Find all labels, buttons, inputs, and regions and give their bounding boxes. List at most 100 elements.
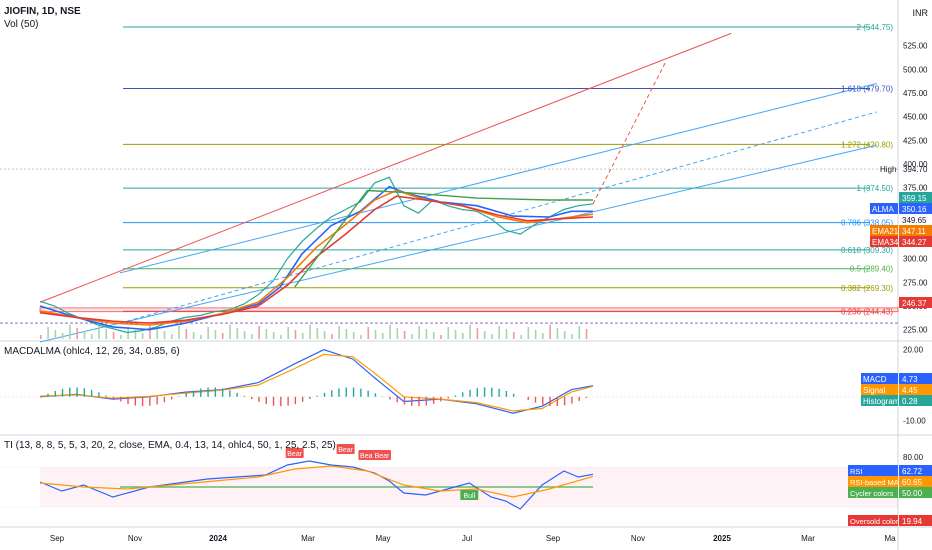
macd-value-box xyxy=(899,373,932,384)
support-band xyxy=(39,307,899,313)
series-line-close xyxy=(39,176,594,334)
rsi-value: 62.72 xyxy=(902,467,923,476)
histogram-bar xyxy=(447,396,449,399)
volume-bar xyxy=(214,330,217,339)
price-label-box xyxy=(899,214,932,225)
price-tick: 525.00 xyxy=(903,42,928,51)
volume-bar xyxy=(316,328,319,339)
projection-line xyxy=(592,61,667,205)
histogram-bar xyxy=(127,396,129,404)
volume-bar xyxy=(54,330,57,339)
volume-bar xyxy=(520,335,522,339)
histogram-bar xyxy=(440,396,442,402)
fib-level-label: 0.618 (309.30) xyxy=(841,246,893,255)
macd-line xyxy=(39,349,594,414)
histogram-bar xyxy=(192,390,195,397)
volume-bar xyxy=(585,329,588,339)
currency-label[interactable]: INR xyxy=(912,8,929,18)
volume-bar xyxy=(323,331,326,339)
signal-tag-text: Bear xyxy=(360,453,375,460)
histogram-bar xyxy=(185,393,187,397)
macd-title[interactable]: MACDALMA (ohlc4, 12, 26, 34, 0.85, 6) xyxy=(4,346,180,357)
time-tick: Mar xyxy=(301,534,315,543)
price-tick: 475.00 xyxy=(903,89,928,98)
histogram-bar xyxy=(83,388,86,397)
volume-bar xyxy=(243,331,246,339)
signal-tag xyxy=(285,448,304,458)
histogram-bar xyxy=(47,393,49,397)
volume-bar xyxy=(301,333,304,339)
price-label-tag xyxy=(870,236,898,247)
high-value: 394.70 xyxy=(903,165,928,174)
time-tick: 2025 xyxy=(713,534,731,543)
volume-bar xyxy=(76,328,78,339)
ti-title[interactable]: TI (13, 8, 8, 5, 5, 3, 20, 2, close, EMA… xyxy=(4,440,336,451)
rsi-label-name: Oversold color xyxy=(850,517,899,526)
volume-bar xyxy=(112,332,115,339)
histogram-bar xyxy=(316,395,318,397)
histogram-bar xyxy=(323,392,326,397)
rsi-label-name: RSI xyxy=(850,467,863,476)
histogram-bar xyxy=(512,393,515,397)
volume-bar xyxy=(469,325,471,339)
volume-bar xyxy=(251,334,253,339)
signal-tag-text: Bear xyxy=(287,451,302,458)
rsi-value: 60.65 xyxy=(902,478,923,487)
histogram-bar xyxy=(141,396,144,407)
price-tick: 375.00 xyxy=(903,184,928,193)
price-label-name: EMA34 xyxy=(872,238,899,247)
histogram-bar xyxy=(556,396,559,407)
histogram-bar xyxy=(243,395,246,397)
signal-tag-text: Bear xyxy=(375,453,390,460)
price-tick: 275.00 xyxy=(903,278,928,287)
rsi-label-tag xyxy=(848,487,898,498)
histogram-bar xyxy=(112,396,115,399)
volume-bar xyxy=(105,329,108,339)
volume-bar xyxy=(309,325,311,339)
volume-bar xyxy=(272,332,275,339)
volume-bar xyxy=(527,327,530,339)
histogram-bar xyxy=(258,396,260,402)
histogram-bar xyxy=(229,390,231,397)
macd-tick: -10.00 xyxy=(903,416,926,425)
fib-level-label: 1.272 (420.80) xyxy=(841,140,893,149)
histogram-bar xyxy=(287,396,289,406)
time-tick: Mar xyxy=(801,534,815,543)
histogram-bar xyxy=(105,395,107,397)
price-tick: 300.00 xyxy=(903,255,928,264)
volume-bar xyxy=(69,325,71,339)
volume-title[interactable]: Vol (50) xyxy=(4,19,39,30)
symbol-title[interactable]: JIOFIN, 1D, NSE xyxy=(4,6,81,17)
fib-level-label: 2 (544.75) xyxy=(857,23,894,32)
volume-bar xyxy=(345,329,348,339)
price-label-box xyxy=(899,236,932,247)
volume-bar xyxy=(134,330,137,339)
price-tick: 450.00 xyxy=(903,113,928,122)
fib-level-label: 1 (374.50) xyxy=(857,184,894,193)
volume-bar xyxy=(258,326,260,339)
histogram-bar xyxy=(578,396,580,401)
histogram-bar xyxy=(163,396,166,403)
volume-bar xyxy=(505,329,508,339)
volume-bar xyxy=(563,331,566,339)
histogram-bar xyxy=(76,387,78,397)
histogram-bar xyxy=(236,392,238,397)
price-label-value: 349.65 xyxy=(902,216,927,225)
rsi-label-tag xyxy=(848,476,898,487)
volume-bar xyxy=(498,326,501,339)
histogram-bar xyxy=(367,390,369,397)
histogram-bar xyxy=(120,396,122,402)
price-tick: 225.00 xyxy=(903,326,928,335)
histogram-bar xyxy=(134,396,136,406)
volume-bar xyxy=(396,328,399,339)
volume-bar xyxy=(483,331,486,339)
price-tick: 425.00 xyxy=(903,136,928,145)
macd-value: 0.28 xyxy=(902,397,918,406)
histogram-bar xyxy=(352,387,355,397)
volume-bar xyxy=(549,325,551,339)
histogram-bar xyxy=(563,396,566,406)
volume-bar xyxy=(287,327,289,339)
volume-bar xyxy=(185,329,188,339)
volume-bar xyxy=(425,329,428,339)
